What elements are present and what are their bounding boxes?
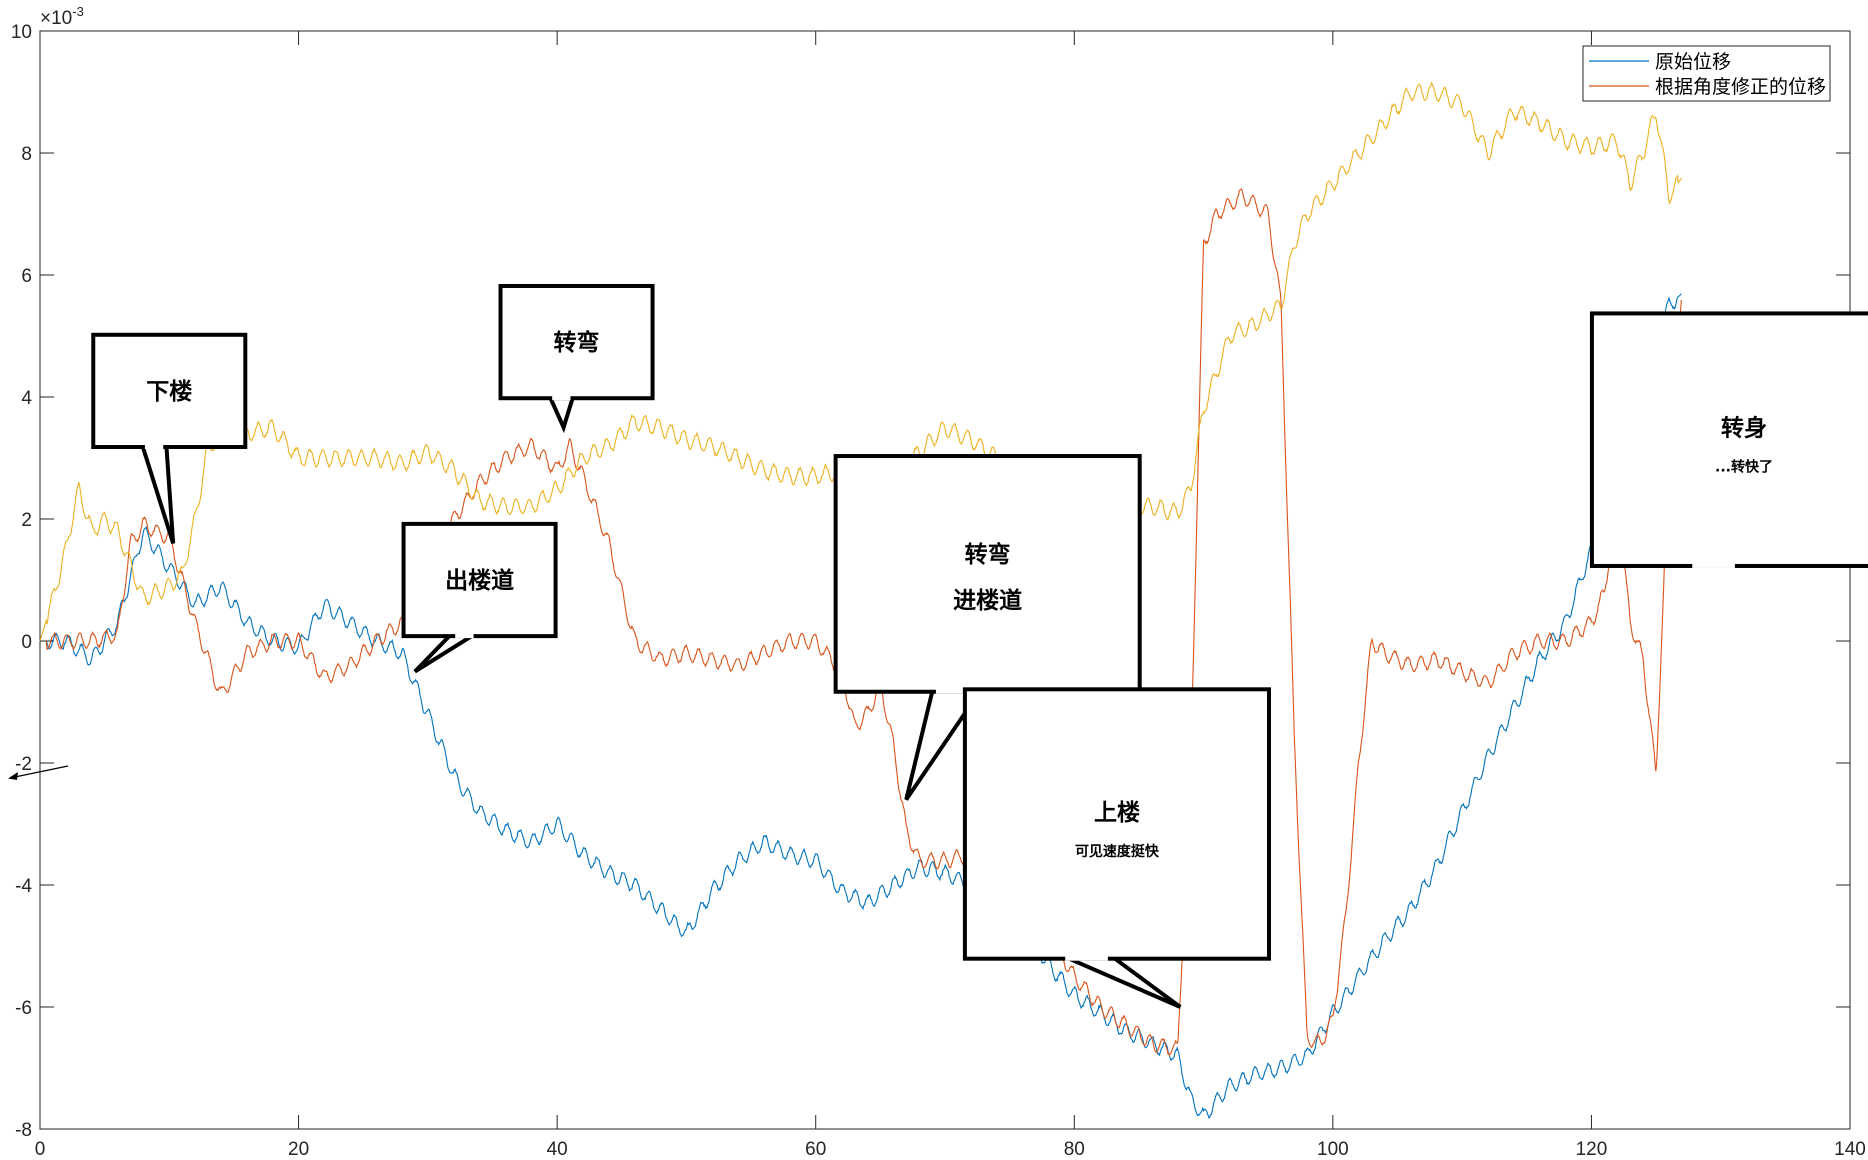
callout-subtitle-5: ...转快了 (1715, 459, 1773, 476)
y-tick-label-3: -2 (15, 754, 32, 775)
callout-joint-5 (1692, 559, 1735, 568)
series-line-1 (40, 188, 1682, 1057)
x-tick-label-1: 20 (288, 1139, 309, 1160)
y-exponent-label: ×10-3 (40, 4, 84, 29)
callout-box-0 (91, 332, 248, 450)
callout-title-0: 下楼 (146, 379, 192, 405)
callout-box-2 (401, 521, 558, 639)
x-tick-label-6: 120 (1576, 1139, 1608, 1160)
y-tick-label-6: 4 (21, 388, 32, 409)
callout-1: 转弯 (498, 283, 655, 434)
x-tick-label-0: 0 (35, 1139, 46, 1160)
y-tick-label-7: 6 (21, 266, 32, 287)
callout-5: 转身 ...转快了 (1589, 311, 1868, 568)
callout-joint-2 (455, 630, 474, 639)
callout-title-2: 出楼道 (445, 567, 514, 594)
legend: 原始位移 根据角度修正的位移 (1582, 45, 1831, 102)
y-tick-label-8: 8 (21, 144, 32, 165)
legend-label-0: 原始位移 (1655, 51, 1731, 73)
callout-title-3: 转弯 (965, 541, 1011, 568)
callout-title-4: 上楼 (1094, 800, 1140, 826)
callout-title-5: 转身 (1721, 415, 1767, 442)
callout-box-1 (498, 283, 655, 401)
stray-arrow (8, 765, 69, 780)
callout-subtitle-3: 进楼道 (953, 587, 1022, 614)
series-line-0 (40, 293, 1682, 1119)
callout-joint-1 (552, 392, 571, 401)
callout-2: 出楼道 (401, 521, 558, 674)
callout-0: 下楼 (91, 332, 248, 544)
x-tick-label-4: 80 (1064, 1139, 1085, 1160)
callout-box-5 (1589, 311, 1868, 568)
callout-joint-4 (1065, 952, 1108, 961)
y-tick-label-5: 2 (21, 510, 32, 531)
x-tick-label-2: 40 (547, 1139, 568, 1160)
axis-layer: 0 20 40 60 80 100 120 140 -8 -6 -4 -2 0 2 4 6 8 10 (11, 22, 1866, 1160)
y-tick-label-0: -8 (15, 1120, 32, 1141)
callout-joint-3 (935, 685, 979, 694)
y-tick-label-2: -4 (15, 876, 32, 897)
callout-joint-0 (144, 441, 164, 450)
x-tick-label-3: 60 (805, 1139, 826, 1160)
callout-subtitle-4: 可见速度挺快 (1075, 843, 1160, 860)
y-tick-label-1: -6 (15, 998, 32, 1019)
y-tick-label-4: 0 (21, 632, 32, 653)
legend-box (1582, 45, 1831, 102)
callout-box-3 (833, 454, 1142, 694)
y-tick-label-9: 10 (11, 22, 32, 43)
x-tick-label-5: 100 (1317, 1139, 1349, 1160)
callout-title-1: 转弯 (554, 329, 600, 356)
x-tick-label-7: 140 (1834, 1139, 1866, 1160)
callout-box-4 (962, 687, 1271, 961)
legend-label-1: 根据角度修正的位移 (1655, 76, 1826, 98)
